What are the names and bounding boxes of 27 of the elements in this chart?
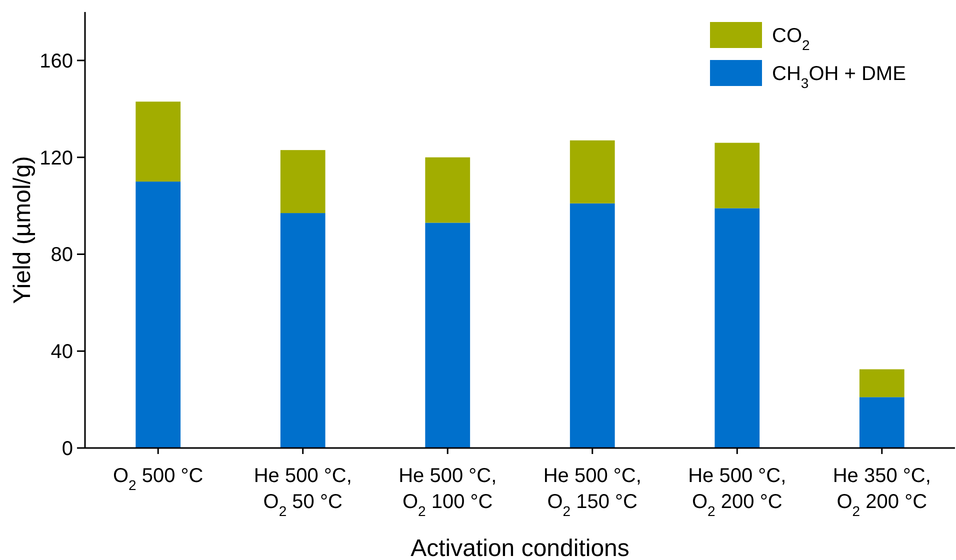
x-tick-label: He 500 °C, O$_{2}$ 150 °C: [543, 465, 642, 519]
bar: [136, 102, 181, 182]
y-tick-label: 160: [40, 50, 73, 72]
legend-label: CO$_{2}$: [772, 25, 810, 53]
bar: [425, 157, 470, 223]
y-axis-title: Yield (µmol/g): [9, 156, 36, 304]
x-axis-title: Activation conditions: [410, 535, 630, 560]
y-tick-label: 80: [50, 244, 73, 266]
bar: [714, 208, 760, 448]
bar: [425, 222, 470, 448]
bar: [714, 142, 760, 208]
bar: [859, 397, 904, 448]
y-tick-label: 0: [62, 438, 73, 460]
bar: [280, 213, 326, 448]
bar: [136, 182, 181, 448]
x-tick-label: He 350 °C, O$_{2}$ 200 °C: [832, 465, 931, 519]
x-tick-label: He 500 °C, O$_{2}$ 100 °C: [398, 465, 497, 519]
bar: [570, 140, 615, 204]
bar: [570, 203, 615, 448]
x-tick-label: He 500 °C, O$_{2}$ 50 °C: [254, 465, 352, 519]
y-tick-label: 120: [40, 147, 73, 170]
bar: [280, 150, 326, 214]
y-tick-label: 40: [50, 341, 73, 364]
legend-label: CH$_{3}$OH + DME: [772, 63, 906, 91]
x-tick-label: He 500 °C, O$_{2}$ 200 °C: [688, 465, 786, 519]
bar: [859, 369, 904, 398]
x-tick-label: O$_{2}$ 500 °C: [112, 465, 204, 493]
